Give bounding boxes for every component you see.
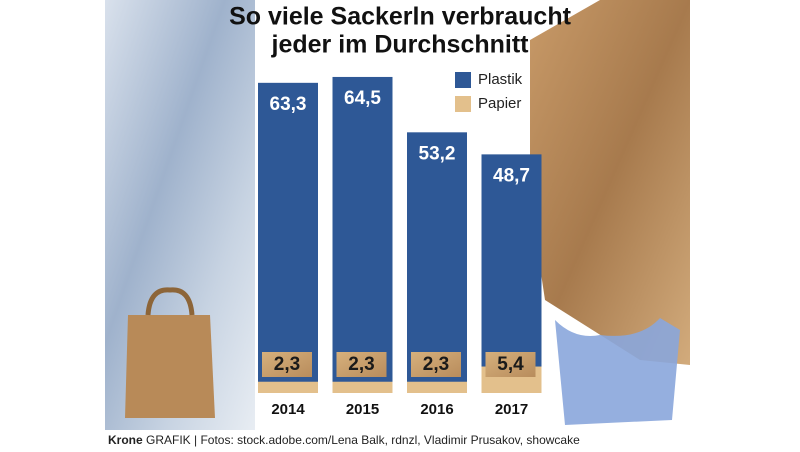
value-label: 63,3 [270, 94, 307, 115]
bar [407, 132, 467, 393]
value-label: 2,3 [423, 354, 449, 375]
bar [258, 82, 318, 393]
x-tick-label: 2014 [271, 401, 305, 418]
paper-bag [125, 315, 215, 418]
label-box [411, 352, 461, 377]
bar [332, 381, 393, 393]
plastic-bag [555, 318, 680, 425]
source-brand: Krone [108, 433, 143, 447]
value-label: 64,5 [344, 88, 381, 109]
x-tick-label: 2016 [420, 401, 453, 418]
label-box [262, 352, 312, 377]
value-label: 5,4 [497, 354, 524, 375]
bar [407, 381, 467, 393]
bar [258, 381, 318, 393]
footer-bg [0, 430, 800, 452]
value-label: 48,7 [493, 165, 530, 186]
source: GRAFIK | Fotos: stock.adobe.com/Lena Bal… [146, 433, 580, 447]
legend-label: Papier [478, 95, 521, 112]
x-tick-label: 2015 [346, 401, 379, 418]
value-label: 53,2 [419, 143, 456, 164]
label-box [336, 352, 387, 377]
legend-swatch [455, 96, 471, 112]
bag-handle [145, 287, 195, 316]
source-text: Krone GRAFIK | Fotos: stock.adobe.com/Le… [108, 433, 580, 447]
x-tick-label: 2017 [495, 401, 528, 418]
chart-title: So viele Sackerln verbraucht [229, 3, 572, 31]
label-box [485, 352, 536, 377]
value-label: 2,3 [348, 354, 374, 375]
bar [332, 76, 393, 393]
chart-title: jeder im Durchschnitt [271, 31, 530, 59]
paper-photo [530, 0, 690, 365]
value-label: 2,3 [274, 354, 300, 375]
legend-swatch [455, 72, 471, 88]
legend-label: Plastik [478, 71, 523, 88]
